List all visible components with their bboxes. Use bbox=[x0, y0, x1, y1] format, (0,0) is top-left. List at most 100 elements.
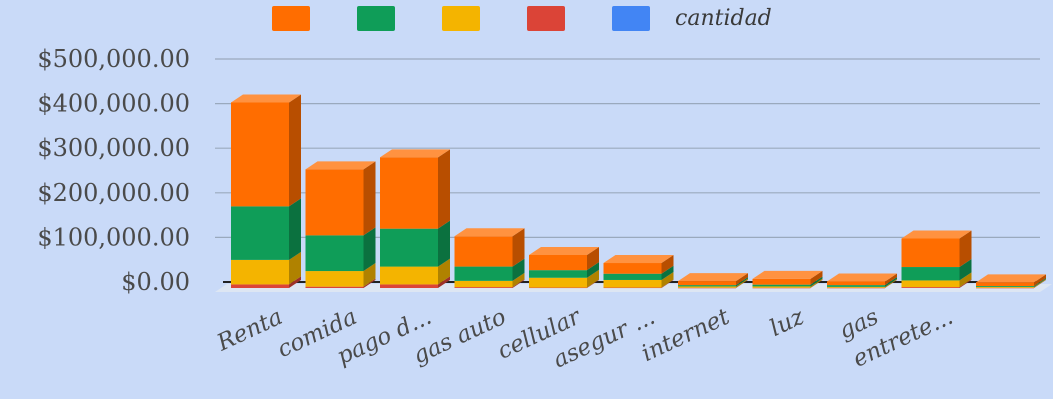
bar-segment-side bbox=[959, 259, 972, 281]
x-tick-label: luz bbox=[766, 304, 809, 342]
bar-segment bbox=[752, 287, 811, 289]
bar-segment-side bbox=[661, 265, 674, 280]
y-tick-label: $100,000.00 bbox=[37, 223, 190, 251]
bar-segment bbox=[231, 206, 289, 260]
bar-segment bbox=[678, 285, 736, 287]
bar-segment-side bbox=[1034, 279, 1046, 288]
bar-segment bbox=[678, 287, 736, 289]
bar-segment bbox=[901, 238, 960, 268]
bar-segment bbox=[305, 169, 364, 236]
bar-segment-side bbox=[512, 279, 525, 288]
bar-segment-side bbox=[438, 220, 450, 267]
bar-segment bbox=[231, 102, 289, 207]
bar-segment bbox=[603, 287, 662, 289]
bar-segment-side bbox=[1034, 274, 1046, 286]
bar-segment bbox=[529, 254, 587, 271]
bar-segment-side bbox=[587, 269, 599, 288]
bar-segment bbox=[603, 263, 662, 274]
legend-swatch bbox=[612, 6, 650, 31]
bar-segment-side bbox=[736, 277, 748, 287]
bar-segment-side bbox=[587, 246, 599, 271]
bar-top-face bbox=[454, 228, 525, 237]
bar-top-face bbox=[976, 274, 1046, 283]
bar-segment-side bbox=[736, 278, 748, 288]
legend-swatch bbox=[442, 6, 480, 31]
bar-segment bbox=[454, 266, 513, 281]
bar-segment bbox=[901, 267, 960, 281]
legend-swatch bbox=[527, 6, 565, 31]
bar-top-face bbox=[305, 161, 376, 170]
bar-segment-side bbox=[661, 279, 674, 288]
bar-segment-side bbox=[959, 230, 972, 268]
bar-segment bbox=[678, 286, 736, 288]
bar-segment-side bbox=[885, 278, 897, 288]
bar-top-face bbox=[901, 230, 972, 239]
y-tick-label: $200,000.00 bbox=[37, 179, 190, 207]
bar-segment bbox=[454, 280, 513, 288]
bar-segment bbox=[231, 284, 289, 288]
bar-segment-side bbox=[661, 255, 674, 274]
bar-segment-side bbox=[512, 228, 525, 267]
bar-top-face bbox=[827, 273, 897, 282]
bar-segment bbox=[827, 281, 885, 286]
bar-segment bbox=[827, 287, 885, 289]
bar-segment bbox=[603, 273, 662, 280]
bar-segment-side bbox=[810, 278, 823, 288]
y-tick-label: $400,000.00 bbox=[37, 90, 190, 118]
bar-segment bbox=[305, 286, 364, 288]
bar-segment-side bbox=[363, 227, 376, 272]
bar-top-face bbox=[529, 246, 599, 255]
bar-segment-side bbox=[363, 278, 376, 288]
y-tick-label: $0.00 bbox=[121, 268, 190, 296]
bar-segment bbox=[231, 259, 289, 285]
legend-label: cantidad bbox=[675, 6, 772, 31]
bar-segment bbox=[454, 236, 513, 267]
bar-segment-side bbox=[661, 271, 674, 288]
bar-segment bbox=[901, 280, 960, 288]
bar-segment bbox=[976, 287, 1034, 289]
bar-top-face bbox=[231, 94, 301, 103]
bar-segment-side bbox=[363, 263, 376, 287]
bar-segment-side bbox=[810, 276, 823, 287]
bar-segment bbox=[305, 271, 364, 287]
bar-segment-side bbox=[959, 272, 972, 288]
bar-top-face bbox=[380, 149, 450, 158]
bar-segment-side bbox=[736, 273, 748, 286]
bar-segment-side bbox=[289, 94, 301, 207]
bar-segment-side bbox=[438, 276, 450, 288]
bar-segment bbox=[678, 281, 736, 286]
bar-segment bbox=[529, 277, 587, 288]
bar-segment-side bbox=[512, 272, 525, 288]
bar-top-face bbox=[678, 273, 748, 282]
bar-segment-side bbox=[810, 279, 823, 288]
bar-segment-side bbox=[1034, 278, 1046, 288]
bar-segment bbox=[380, 266, 438, 285]
bar-segment bbox=[752, 284, 811, 287]
y-tick-label: $300,000.00 bbox=[37, 134, 190, 162]
bar-segment-side bbox=[289, 251, 301, 285]
bar-segment-side bbox=[289, 198, 301, 260]
bar-segment-side bbox=[363, 161, 376, 236]
bar-segment-side bbox=[885, 273, 897, 286]
bar-segment bbox=[529, 287, 587, 289]
bar-segment bbox=[827, 285, 885, 287]
bar-segment-side bbox=[736, 279, 748, 288]
bar-segment-side bbox=[438, 258, 450, 285]
bar-segment bbox=[529, 270, 587, 278]
bar-segment bbox=[976, 282, 1034, 286]
bar-segment-side bbox=[512, 258, 525, 281]
bar-segment-side bbox=[289, 276, 301, 288]
bar-segment bbox=[901, 287, 960, 288]
bar-segment-side bbox=[587, 262, 599, 278]
bar-segment-side bbox=[810, 270, 823, 285]
bar-segment bbox=[603, 279, 662, 288]
bar-segment bbox=[380, 228, 438, 267]
x-tick-label: Renta bbox=[212, 304, 286, 357]
bar-segment bbox=[827, 286, 885, 288]
bar-segment-side bbox=[587, 279, 599, 288]
bar-top-face bbox=[752, 270, 823, 279]
bar-segment bbox=[380, 157, 438, 229]
bar-segment bbox=[752, 286, 811, 288]
